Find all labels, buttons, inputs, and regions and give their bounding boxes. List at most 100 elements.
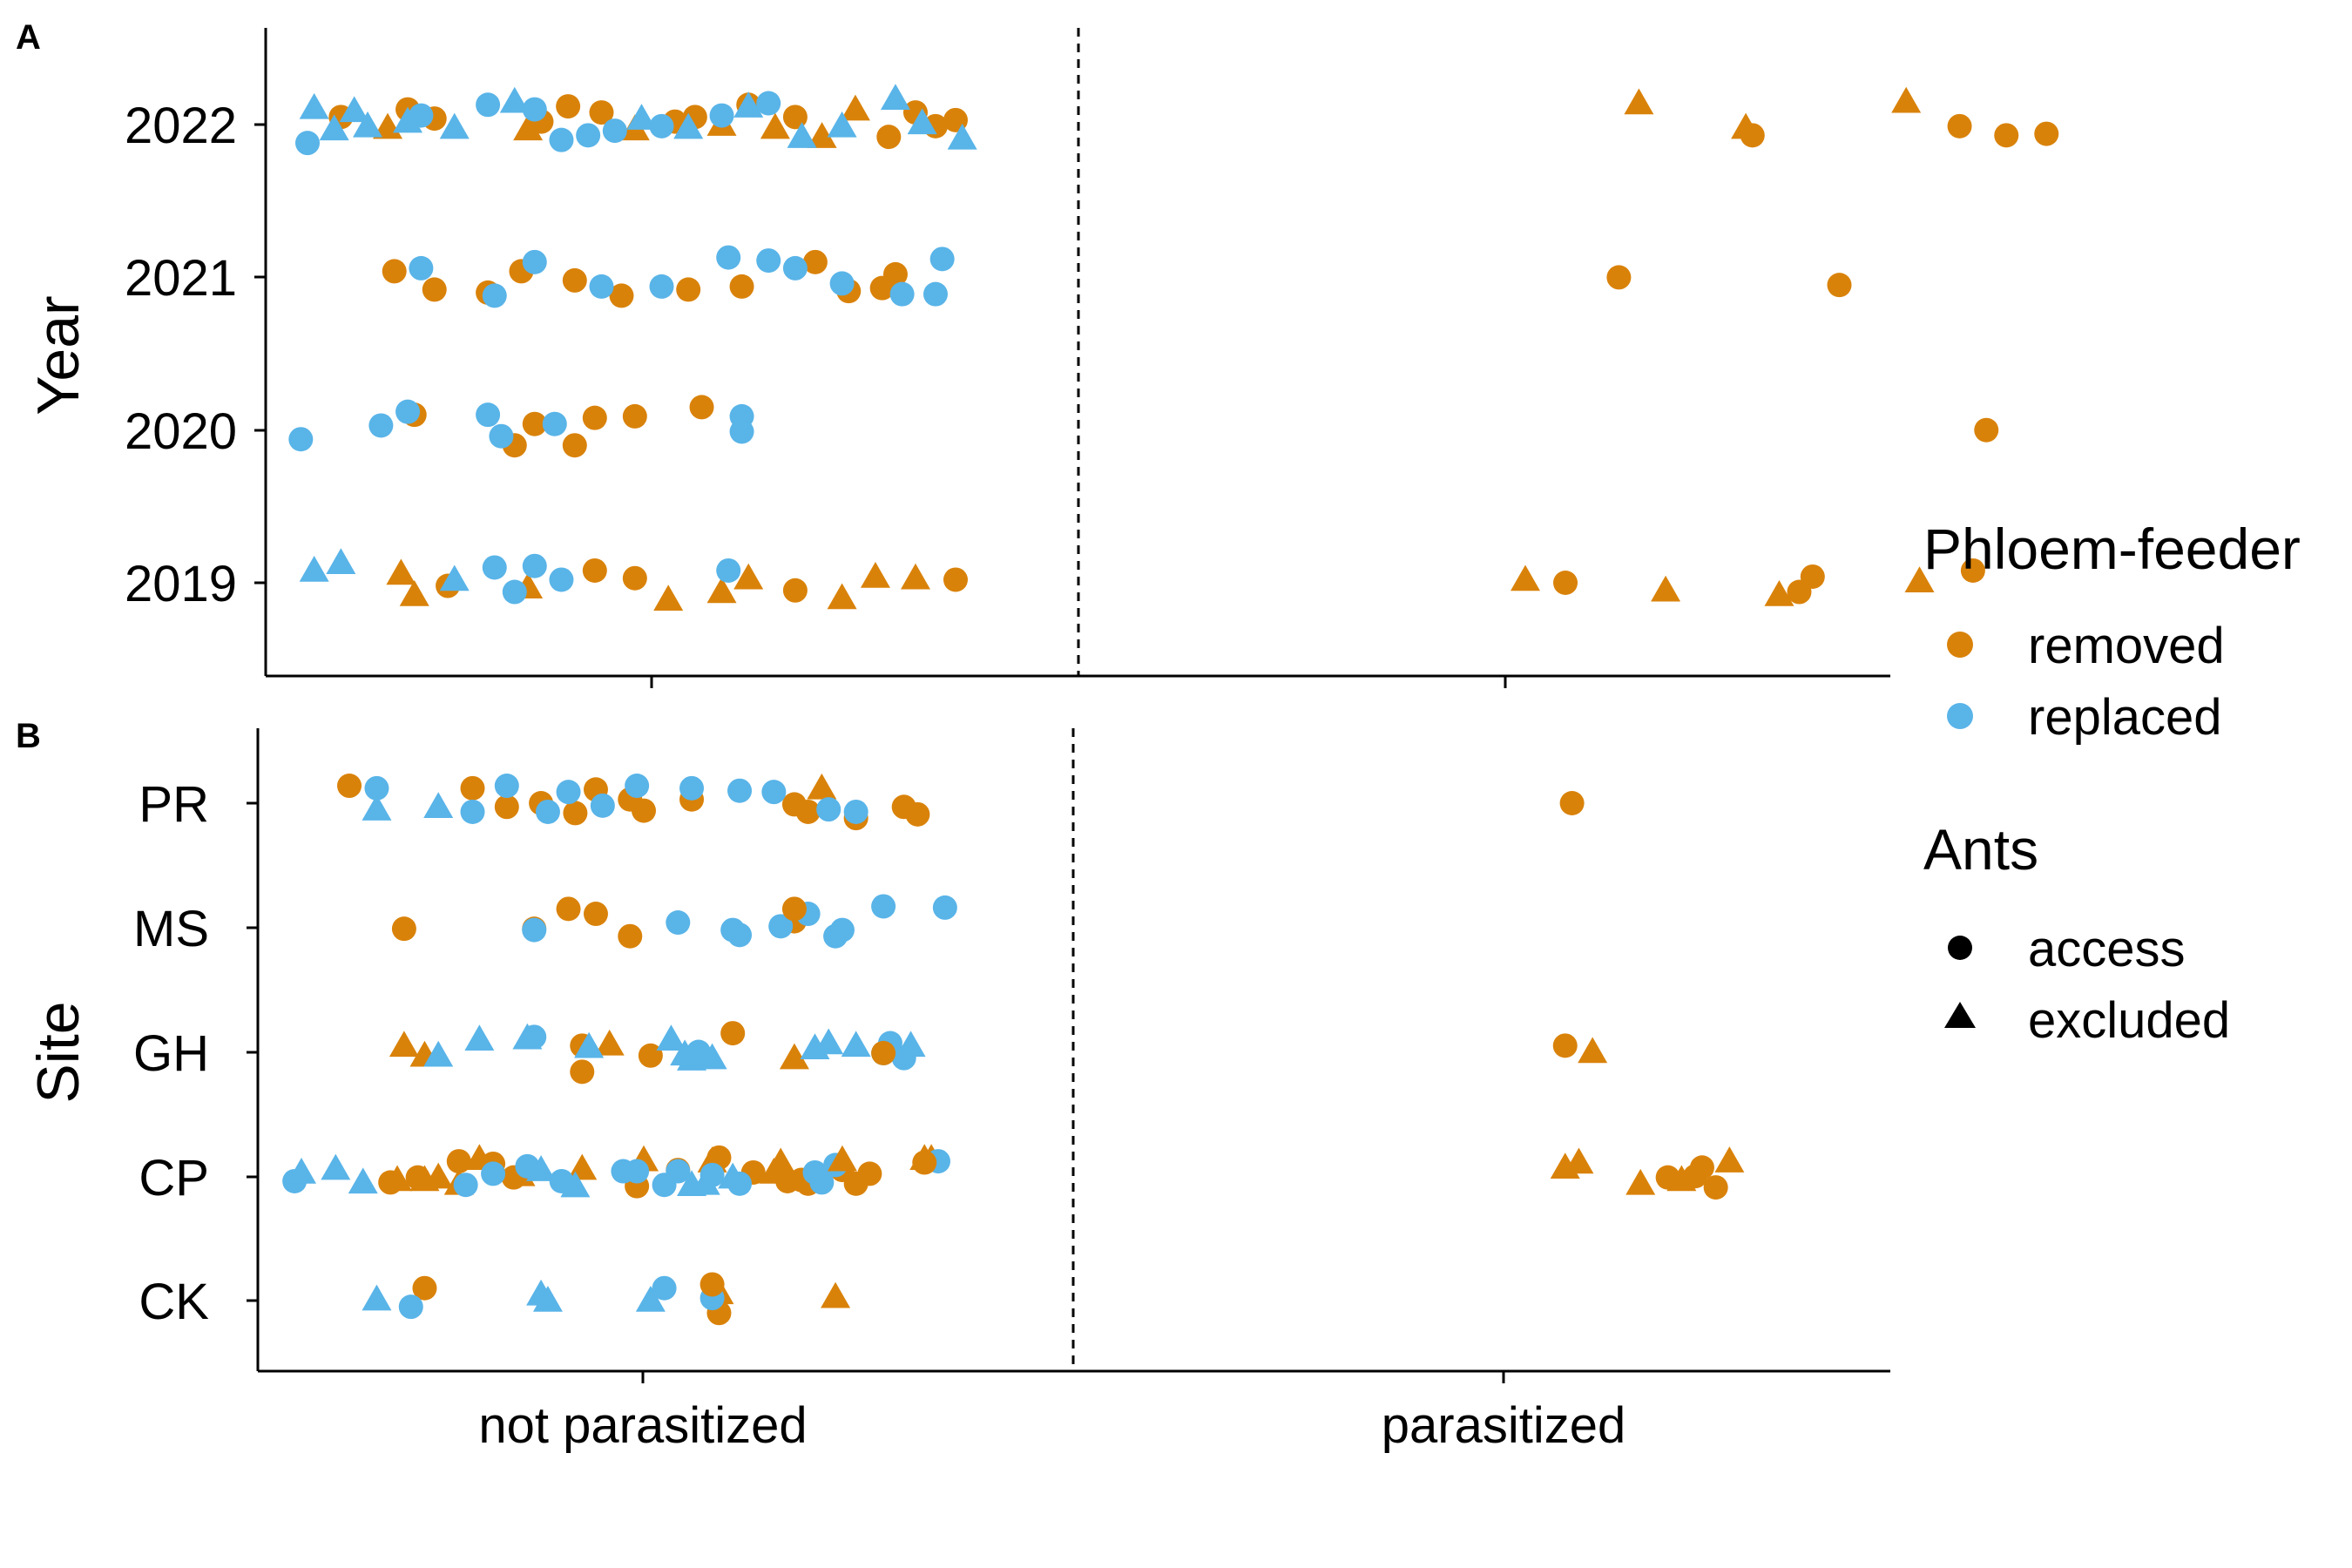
point-a-replaced-access (549, 127, 574, 152)
point-a-removed-access (556, 94, 581, 119)
point-a-removed-access (522, 411, 547, 436)
point-a-removed-excluded (1624, 88, 1654, 115)
point-b-removed-access (337, 774, 362, 799)
point-b-removed-excluded (827, 1145, 857, 1172)
point-a-replaced-access (409, 103, 434, 128)
panel-a: A Year 2022 2021 2020 2019 (16, 18, 2059, 688)
point-a-removed-excluded (827, 583, 857, 610)
point-b-replaced-access (590, 793, 615, 818)
point-b-replaced-excluded (423, 792, 454, 819)
x-tick-label-parasitized: parasitized (1382, 1397, 1625, 1454)
point-b-removed-access (494, 794, 519, 820)
point-a-replaced-access (522, 97, 547, 122)
point-b-replaced-access (816, 797, 841, 822)
point-b-removed-access (460, 775, 485, 801)
point-a-replaced-access (889, 281, 915, 307)
point-a-replaced-excluded (353, 111, 383, 138)
point-b-replaced-access (398, 1294, 423, 1320)
point-b-replaced-excluded (423, 1040, 454, 1067)
point-b-replaced-excluded (287, 1157, 316, 1184)
point-a-removed-access (582, 405, 607, 430)
point-b-replaced-excluded (635, 1286, 666, 1312)
point-b-replaced-access (727, 778, 753, 803)
point-b-replaced-excluded (348, 1167, 378, 1194)
panel-a-y-tick-label: 2021 (125, 250, 237, 307)
point-a-replaced-excluded (299, 555, 329, 582)
point-b-replaced-access (522, 1024, 547, 1050)
panel-b: B Site PR MS GH CP CK not parasitized pa… (16, 717, 1890, 1454)
point-b-removed-access (570, 1059, 595, 1085)
point-b-replaced-access (871, 894, 896, 919)
panel-b-points (282, 773, 1745, 1326)
point-a-removed-access (609, 283, 634, 308)
panel-b-y-tick-label: GH (133, 1025, 209, 1082)
panel-b-y-tick-label: CK (139, 1274, 209, 1330)
point-b-removed-access (583, 902, 608, 927)
point-b-replaced-access (679, 775, 705, 801)
point-a-removed-access (562, 433, 587, 458)
panel-tag-a: A (16, 18, 41, 57)
point-a-replaced-access (716, 558, 741, 583)
point-a-removed-excluded (513, 114, 544, 141)
point-a-removed-excluded (760, 112, 790, 139)
point-b-replaced-access (666, 910, 691, 936)
point-a-replaced-access (602, 118, 627, 144)
point-a-replaced-access (576, 123, 601, 148)
point-a-replaced-excluded (907, 108, 937, 135)
point-a-removed-access (1947, 113, 1972, 139)
point-b-removed-excluded (594, 1029, 625, 1056)
point-a-removed-access (1994, 123, 2019, 148)
point-a-removed-access (1740, 123, 1765, 148)
point-b-replaced-excluded (841, 1031, 871, 1058)
point-a-removed-excluded (1511, 564, 1541, 591)
point-a-replaced-access (489, 423, 514, 449)
point-b-removed-excluded (807, 773, 837, 800)
point-a-removed-excluded (1904, 566, 1935, 592)
point-b-replaced-excluded (814, 1028, 844, 1055)
point-a-removed-access (422, 277, 447, 302)
point-b-replaced-access (768, 914, 794, 939)
point-b-removed-excluded (766, 1147, 796, 1174)
point-a-replaced-excluded (439, 564, 470, 591)
point-a-removed-access (1960, 558, 1985, 583)
point-a-replaced-access (589, 274, 614, 299)
point-a-replaced-excluded (326, 548, 356, 574)
point-b-removed-access (857, 1161, 882, 1186)
point-a-removed-access (1800, 564, 1825, 589)
point-a-removed-excluded (900, 563, 930, 590)
point-a-replaced-access (756, 91, 781, 116)
point-a-replaced-access (829, 271, 855, 296)
point-b-replaced-excluded (896, 1031, 926, 1058)
point-b-replaced-access (700, 1162, 725, 1187)
legend-title-ants: Ants (1923, 817, 2038, 882)
point-b-removed-access (700, 1272, 725, 1297)
point-a-replaced-access (522, 553, 547, 578)
point-a-replaced-excluded (626, 104, 657, 130)
point-b-removed-access (1552, 1033, 1578, 1058)
point-b-removed-excluded (382, 1165, 413, 1192)
point-a-removed-excluded (1891, 86, 1922, 113)
point-b-replaced-access (625, 1159, 650, 1184)
point-a-removed-excluded (653, 585, 684, 612)
point-a-removed-access (622, 565, 647, 591)
point-b-replaced-access (727, 1171, 753, 1196)
point-a-replaced-access (549, 567, 574, 592)
point-b-replaced-excluded (532, 1286, 563, 1312)
point-a-replaced-access (716, 245, 741, 270)
point-a-replaced-excluded (499, 86, 530, 113)
legend-key-access (1948, 936, 1972, 960)
point-a-replaced-access (502, 579, 527, 605)
point-a-removed-access (2034, 121, 2059, 146)
point-a-removed-excluded (706, 577, 737, 604)
point-b-removed-excluded (389, 1031, 419, 1058)
point-a-removed-excluded (1764, 580, 1794, 606)
point-b-replaced-access (625, 774, 650, 799)
point-a-replaced-access (476, 92, 501, 118)
point-b-removed-access (632, 798, 656, 823)
point-a-removed-access (943, 567, 968, 592)
point-b-removed-access (871, 1040, 896, 1065)
point-a-replaced-access (409, 255, 434, 280)
point-b-replaced-access (494, 774, 519, 799)
point-a-removed-excluded (733, 563, 764, 590)
